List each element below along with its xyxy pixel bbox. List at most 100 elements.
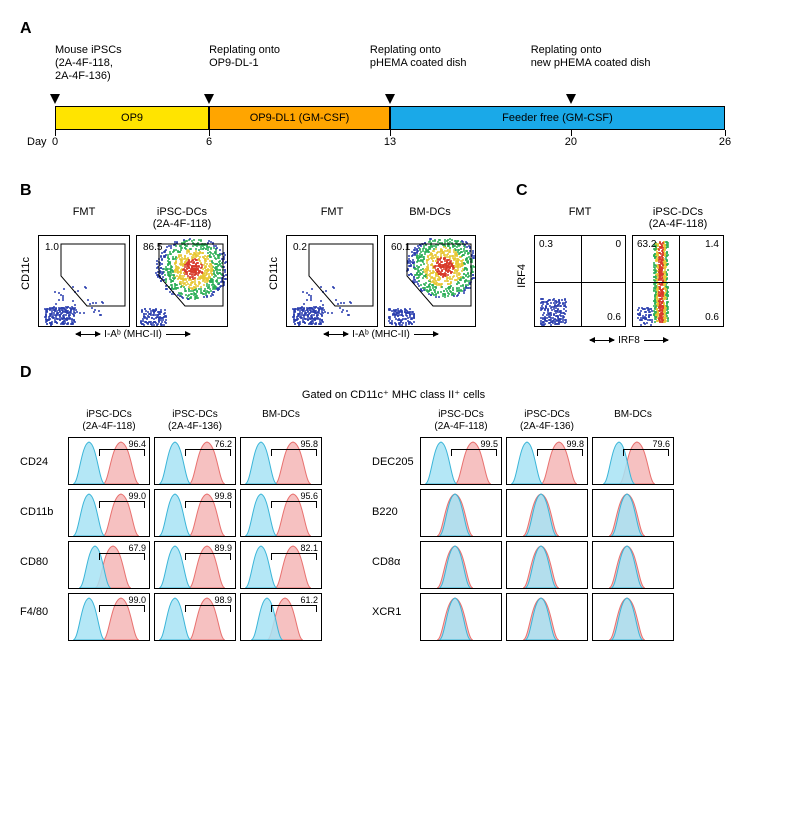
hist-gate-bar [185, 501, 231, 508]
histogram: 98.9 [154, 593, 236, 641]
panel-c: C IRF4 FMT0.300.6 iPSC-DCs (2A-4F-118) 63.… [516, 182, 724, 346]
gate-percentage: 0.2 [293, 242, 307, 253]
histogram: 99.8 [506, 437, 588, 485]
scatter-plot: FMT1.0 [38, 206, 130, 327]
hist-col-title: iPSC-DCs (2A-4F-136) [168, 409, 222, 435]
histogram [506, 489, 588, 537]
plot-title: FMT [321, 206, 344, 232]
panel-b-ylabel: CD11c [268, 257, 280, 290]
histogram: 89.9 [154, 541, 236, 589]
scatter-plot: FMT0.300.6 [534, 206, 626, 327]
timeline-day: 0 [52, 136, 58, 148]
gate-percentage: 60.1 [391, 242, 410, 253]
hist-percentage: 98.9 [214, 595, 232, 605]
timeline-top-label: Mouse iPSCs (2A-4F-118, 2A-4F-136) [55, 44, 122, 84]
panel-a: A Mouse iPSCs (2A-4F-118, 2A-4F-136) Repl… [20, 20, 767, 164]
hist-column: iPSC-DCs (2A-4F-136) 76.2 99.8 89.9 98.9 [154, 409, 236, 645]
hist-percentage: 79.6 [652, 439, 670, 449]
panel-b-xlabel: I-Aᵇ (MHC-II) [352, 329, 410, 340]
quad-percentage: 1.4 [705, 239, 719, 250]
histogram: 99.0 [68, 489, 150, 537]
histogram: 95.8 [240, 437, 322, 485]
panel-d-label: D [20, 364, 767, 382]
hist-percentage: 95.8 [300, 439, 318, 449]
panel-d-block: CD24CD11bCD80F4/80iPSC-DCs (2A-4F-118)96… [20, 409, 322, 645]
hist-gate-bar [623, 449, 669, 456]
timeline-day-word: Day [27, 136, 47, 148]
marker-row-label: XCR1 [372, 587, 420, 637]
marker-row-label: CD24 [20, 437, 68, 487]
hist-column: iPSC-DCs (2A-4F-118) 99.5 [420, 409, 502, 645]
histogram [420, 489, 502, 537]
marker-row-label: CD8α [372, 537, 420, 587]
histogram [506, 541, 588, 589]
timeline-segment: OP9 [55, 106, 209, 130]
histogram: 96.4 [68, 437, 150, 485]
hist-col-title: BM-DCs [614, 409, 652, 435]
hist-col-title: iPSC-DCs (2A-4F-118) [434, 409, 487, 435]
timeline-arrow-icon [50, 94, 60, 104]
hist-percentage: 61.2 [300, 595, 318, 605]
hist-percentage: 67.9 [128, 543, 146, 553]
panel-c-xaxis: IRF8 [534, 335, 724, 346]
timeline-day: 26 [719, 136, 731, 148]
marker-row-label: F4/80 [20, 587, 68, 637]
marker-row-label: CD11b [20, 487, 68, 537]
quad-percentage: 63.2 [637, 239, 656, 250]
histogram: 82.1 [240, 541, 322, 589]
plot-title: BM-DCs [409, 206, 451, 232]
hist-gate-bar [99, 605, 145, 612]
hist-percentage: 82.1 [300, 543, 318, 553]
marker-row-label: B220 [372, 487, 420, 537]
panel-b-c-row: B CD11cFMT1.0iPSC-DCs (2A-4F-118)86.5I-A… [20, 182, 767, 346]
hist-percentage: 99.8 [214, 491, 232, 501]
gate-percentage: 86.5 [143, 242, 162, 253]
scatter-plot: BM-DCs 60.1 [384, 206, 476, 327]
histogram: 99.5 [420, 437, 502, 485]
hist-percentage: 89.9 [214, 543, 232, 553]
hist-gate-bar [271, 605, 317, 612]
hist-gate-bar [185, 449, 231, 456]
panel-d-block: DEC205B220CD8αXCR1iPSC-DCs (2A-4F-118)99… [372, 409, 674, 645]
panel-c-ylabel: IRF4 [516, 264, 528, 288]
panel-b-label: B [20, 182, 476, 200]
panel-b-xlabel: I-Aᵇ (MHC-II) [104, 329, 162, 340]
hist-gate-bar [537, 449, 583, 456]
hist-percentage: 99.0 [128, 595, 146, 605]
timeline: Mouse iPSCs (2A-4F-118, 2A-4F-136) Replat… [55, 44, 757, 164]
plot-title: iPSC-DCs (2A-4F-118) [649, 206, 707, 232]
hist-gate-bar [271, 449, 317, 456]
timeline-arrow-icon [385, 94, 395, 104]
histogram [592, 489, 674, 537]
panel-c-label: C [516, 182, 724, 200]
hist-percentage: 76.2 [214, 439, 232, 449]
panel-b-group: CD11cFMT1.0iPSC-DCs (2A-4F-118)86.5I-Aᵇ … [20, 206, 228, 340]
hist-gate-bar [271, 501, 317, 508]
histogram [420, 541, 502, 589]
hist-gate-bar [99, 501, 145, 508]
quad-percentage: 0 [615, 239, 621, 250]
histogram: 95.6 [240, 489, 322, 537]
timeline-arrow-icon [566, 94, 576, 104]
panel-a-label: A [20, 20, 767, 38]
hist-percentage: 99.5 [480, 439, 498, 449]
panel-b-xaxis: I-Aᵇ (MHC-II) [286, 329, 476, 340]
histogram [592, 593, 674, 641]
panel-c-group: IRF4 FMT0.300.6 iPSC-DCs (2A-4F-118) 63.2 1… [516, 206, 724, 346]
timeline-arrow-icon [204, 94, 214, 104]
timeline-day: 13 [384, 136, 396, 148]
histogram: 99.0 [68, 593, 150, 641]
hist-col-title: BM-DCs [262, 409, 300, 435]
hist-gate-bar [185, 553, 231, 560]
panel-c-xlabel: IRF8 [618, 335, 640, 346]
timeline-top-label: Replating onto OP9-DL-1 [209, 44, 280, 70]
hist-column: iPSC-DCs (2A-4F-136) 99.8 [506, 409, 588, 645]
hist-gate-bar [451, 449, 497, 456]
hist-column: BM-DCs79.6 [592, 409, 674, 645]
histogram [506, 593, 588, 641]
panel-b: B CD11cFMT1.0iPSC-DCs (2A-4F-118)86.5I-A… [20, 182, 476, 346]
panel-d-title: Gated on CD11c⁺ MHC class II⁺ cells [20, 388, 767, 401]
hist-percentage: 99.8 [566, 439, 584, 449]
hist-col-title: iPSC-DCs (2A-4F-136) [520, 409, 574, 435]
scatter-plot: iPSC-DCs (2A-4F-118)63.21.40.6 [632, 206, 724, 327]
